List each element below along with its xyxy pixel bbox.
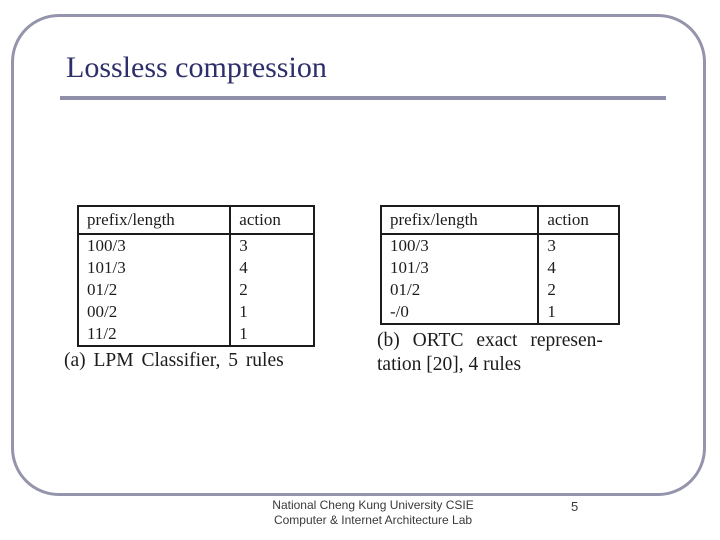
lpm-table-cell: 1 bbox=[229, 323, 314, 346]
footer-line-1: National Cheng Kung University CSIE bbox=[272, 498, 474, 512]
lpm-table-header-cell: prefix/length bbox=[78, 206, 231, 235]
slide-title: Lossless compression bbox=[66, 51, 327, 84]
slide-border-frame bbox=[11, 14, 706, 496]
lpm-table-row: 00/2 1 bbox=[78, 301, 314, 323]
ortc-table: prefix/length action 100/3 3 101/3 4 01/2 2 -/0 1 bbox=[380, 205, 620, 325]
ortc-table-cell: 100/3 bbox=[390, 236, 429, 255]
lpm-table-cell: 101/3 bbox=[87, 258, 126, 277]
figure-a-caption: (a) LPM Classifier, 5 rules bbox=[64, 350, 284, 371]
ortc-table-cell: 3 bbox=[537, 234, 619, 257]
lpm-table-row: 01/2 2 bbox=[78, 279, 314, 301]
page-number: 5 bbox=[571, 499, 579, 514]
figure-b-caption: (b) ORTC exact represen- tation [20], 4 … bbox=[377, 329, 603, 377]
figure-b-caption-line-2: tation [20], 4 rules bbox=[377, 354, 522, 375]
lpm-table-header-row: prefix/length action bbox=[78, 206, 314, 235]
title-underline bbox=[60, 96, 666, 100]
lpm-table-row: 11/2 1 bbox=[78, 323, 314, 346]
ortc-table-cell: -/0 bbox=[390, 302, 409, 321]
ortc-table-header-cell: prefix/length bbox=[381, 206, 539, 235]
ortc-table-cell: 4 bbox=[537, 257, 619, 279]
lpm-table-cell: 100/3 bbox=[87, 236, 126, 255]
ortc-table-cell: 101/3 bbox=[390, 258, 429, 277]
lpm-table-cell: 11/2 bbox=[87, 324, 117, 343]
ortc-table-header-row: prefix/length action bbox=[381, 206, 619, 235]
ortc-table-cell: 2 bbox=[537, 279, 619, 301]
ortc-table-row: 101/3 4 bbox=[381, 257, 619, 279]
lpm-table-row: 100/3 3 bbox=[78, 234, 314, 257]
ortc-table-row: 01/2 2 bbox=[381, 279, 619, 301]
ortc-table-header-cell: action bbox=[537, 206, 619, 235]
lpm-classifier-table: prefix/length action 100/3 3 101/3 4 01/2 2 00/2… bbox=[77, 205, 315, 347]
lpm-table-cell: 4 bbox=[229, 257, 314, 279]
ortc-table-row: -/0 1 bbox=[381, 301, 619, 324]
lpm-table-cell: 1 bbox=[229, 301, 314, 323]
lpm-table-cell: 2 bbox=[229, 279, 314, 301]
lpm-table-row: 101/3 4 bbox=[78, 257, 314, 279]
ortc-table-row: 100/3 3 bbox=[381, 234, 619, 257]
figure-b-caption-line-1: (b) ORTC exact represen- bbox=[377, 330, 603, 351]
lpm-table-cell: 01/2 bbox=[87, 280, 118, 299]
footer-line-2: Computer & Internet Architecture Lab bbox=[273, 513, 473, 527]
lpm-table-cell: 00/2 bbox=[87, 302, 118, 321]
footer: National Cheng Kung University CSIE Comp… bbox=[26, 498, 720, 528]
lpm-table-cell: 3 bbox=[229, 234, 314, 257]
lpm-table-header-cell: action bbox=[229, 206, 314, 235]
ortc-table-cell: 1 bbox=[537, 301, 619, 324]
ortc-table-cell: 01/2 bbox=[390, 280, 421, 299]
